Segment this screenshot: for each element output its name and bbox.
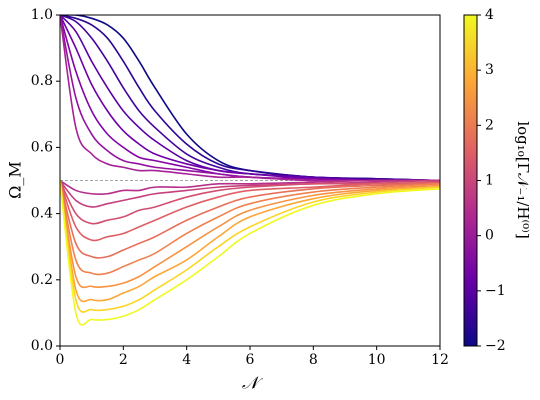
x-axis-label: 𝒩: [242, 374, 264, 394]
colorbar-tick-label: 3: [485, 62, 494, 78]
series-line: [60, 180, 440, 303]
x-tick-label: 8: [309, 352, 318, 368]
y-tick-label: 0.6: [31, 139, 53, 155]
y-tick-label: 1.0: [31, 7, 53, 23]
series-line: [60, 180, 440, 242]
series-line: [60, 15, 440, 182]
x-tick-label: 10: [368, 352, 386, 368]
plot-area: [60, 15, 440, 326]
series-line: [60, 15, 440, 182]
colorbar-tick-label: −2: [485, 338, 506, 354]
x-tick-label: 12: [431, 352, 449, 368]
y-tick-label: 0.4: [31, 206, 53, 222]
series-line: [60, 180, 440, 326]
x-tick-label: 4: [182, 352, 191, 368]
x-tick-label: 0: [56, 352, 65, 368]
series-line: [60, 180, 440, 259]
series-line: [60, 180, 440, 289]
colorbar-tick-label: 1: [485, 173, 494, 189]
series-line: [60, 180, 440, 225]
y-axis-label: Ω_M: [6, 161, 25, 199]
x-tick-label: 6: [246, 352, 255, 368]
series-line: [60, 15, 440, 182]
series-line: [60, 180, 440, 313]
series-line: [60, 180, 440, 276]
colorbar-tick-label: 2: [485, 117, 494, 133]
series-line: [60, 179, 440, 195]
colorbar: [463, 14, 478, 347]
y-tick-label: 0.0: [31, 338, 53, 354]
series-line: [60, 15, 440, 182]
series-line: [60, 15, 440, 182]
series-line: [60, 15, 440, 182]
series-line: [60, 15, 440, 182]
colorbar-tick-label: −1: [485, 283, 506, 299]
colorbar-tick-label: 0: [485, 228, 494, 244]
x-tick-label: 2: [119, 352, 128, 368]
series-line: [60, 15, 440, 182]
y-tick-label: 0.2: [31, 272, 53, 288]
colorbar-tick-label: 4: [485, 7, 494, 23]
y-tick-label: 0.8: [31, 73, 53, 89]
colorbar-label: log₁₀[Γ𝒩₋₁/H⁽⁰⁾]: [514, 121, 532, 238]
